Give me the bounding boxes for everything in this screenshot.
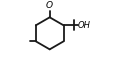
Text: OH: OH xyxy=(77,21,90,30)
Text: O: O xyxy=(46,1,53,10)
